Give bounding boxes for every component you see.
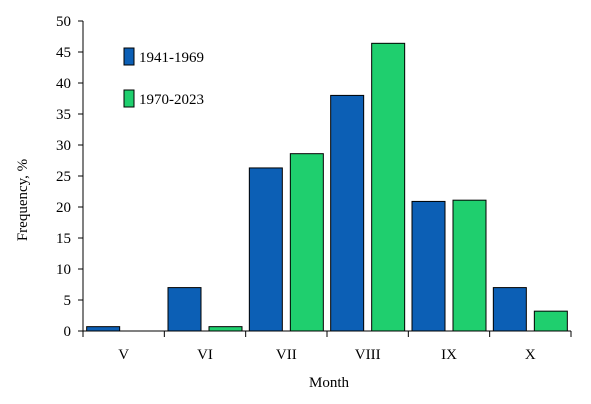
y-tick-label: 20 (56, 200, 71, 216)
x-tick-label: IX (441, 347, 457, 363)
x-tick-label: X (525, 347, 536, 363)
bar-1941-1969-VIII (330, 94, 365, 332)
y-tick-label: 0 (64, 324, 72, 340)
y-tick-label: 30 (56, 138, 71, 154)
y-tick-label: 5 (64, 293, 72, 309)
x-axis-title: Month (309, 375, 350, 391)
legend-label: 1941-1969 (139, 50, 204, 66)
legend-label: 1970-2023 (139, 92, 204, 108)
y-axis-title: Frequency, % (15, 159, 31, 241)
x-axis: V VI VII VIII IX X (82, 330, 572, 363)
x-tick-label: VII (276, 347, 297, 363)
x-tick-label: VIII (355, 347, 381, 363)
bar-1970-2023-IX (452, 199, 487, 332)
y-tick-label: 45 (56, 45, 71, 61)
y-tick-label: 25 (56, 169, 71, 185)
x-tick-label: VI (197, 347, 213, 363)
bar-1970-2023-VIII (371, 42, 406, 332)
x-tick-label: V (118, 347, 129, 363)
y-axis: 0 5 10 15 20 25 30 35 40 45 50 (56, 14, 84, 340)
bar-1941-1969-V (86, 326, 121, 332)
bar-1941-1969-X (492, 287, 527, 332)
bar-1941-1969-VII (248, 167, 283, 332)
y-tick-label: 35 (56, 107, 71, 123)
y-tick-label: 50 (56, 14, 71, 30)
legend-swatch-1970-2023 (123, 89, 135, 108)
y-tick-label: 10 (56, 262, 71, 278)
y-tick-label: 15 (56, 231, 71, 247)
bar-1941-1969-IX (411, 200, 446, 332)
plot-area (86, 42, 568, 332)
bar-1970-2023-X (533, 310, 568, 332)
bar-1970-2023-VI (208, 326, 243, 332)
y-tick-label: 40 (56, 76, 71, 92)
bar-1970-2023-VII (289, 153, 324, 332)
legend: 1941-1969 1970-2023 (123, 47, 204, 108)
legend-swatch-1941-1969 (123, 47, 135, 66)
bar-1941-1969-VI (167, 287, 202, 332)
